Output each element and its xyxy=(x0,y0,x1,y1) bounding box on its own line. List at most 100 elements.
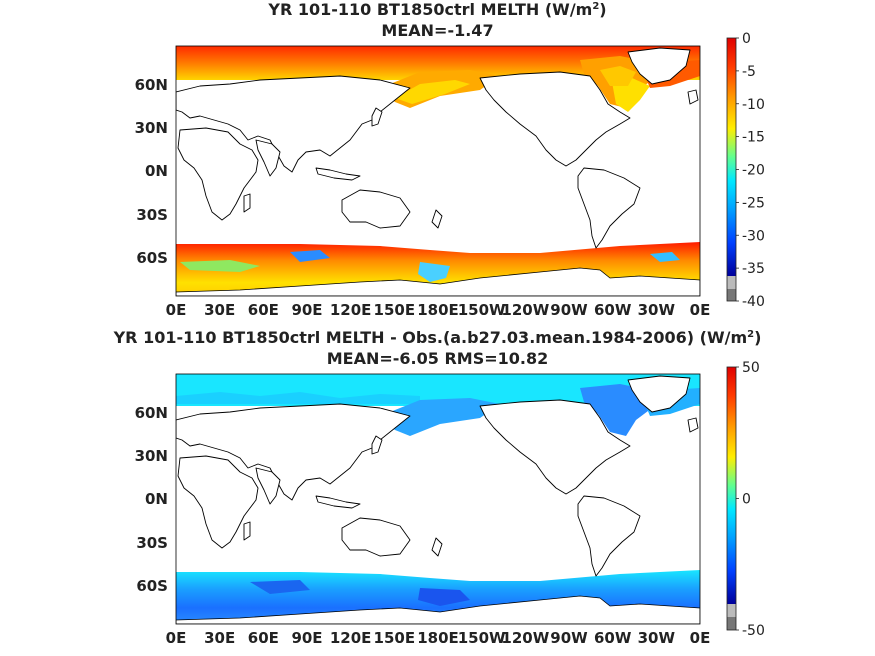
colorbar-tick-label: -5 xyxy=(742,64,756,80)
labrador-field xyxy=(612,78,650,112)
greenland xyxy=(627,47,691,85)
x-tick-label: 60W xyxy=(594,629,632,647)
y-tick-label: 30N xyxy=(135,447,168,465)
y-tick-label: 60N xyxy=(135,404,168,422)
panel2-colorbar-ticks: 50 0 -50 xyxy=(736,360,765,639)
continents xyxy=(176,375,699,577)
colorbar-tick-label: -15 xyxy=(742,130,765,146)
x-tick-label: 120E xyxy=(330,301,372,319)
panel2-title-end: ) xyxy=(754,328,762,347)
colorbar-tick-label: -20 xyxy=(742,163,765,179)
y-tick-label: 30S xyxy=(136,206,168,224)
y-tick-label: 30S xyxy=(136,534,168,552)
panel2-title: YR 101-110 BT1850ctrl MELTH - Obs.(a.b27… xyxy=(0,329,875,347)
x-tick-label: 60E xyxy=(248,629,279,647)
x-tick-label: 30W xyxy=(638,629,676,647)
southern-ocean-deep-patch2 xyxy=(250,580,310,594)
x-tick-label: 0E xyxy=(166,301,187,319)
madagascar xyxy=(243,193,251,213)
antarctica xyxy=(176,595,700,624)
uk xyxy=(687,417,699,433)
x-tick-label: 120W xyxy=(501,301,549,319)
continents xyxy=(176,47,699,249)
greenland xyxy=(627,375,691,413)
y-tick-label: 30N xyxy=(135,119,168,137)
x-tick-label: 150W xyxy=(458,301,506,319)
x-tick-label: 150W xyxy=(458,629,506,647)
antarctica xyxy=(176,267,700,296)
south-america xyxy=(577,495,641,577)
x-tick-label: 0E xyxy=(690,301,711,319)
x-tick-label: 60E xyxy=(248,301,279,319)
indonesia xyxy=(315,495,361,509)
panel1-title-text: YR 101-110 BT1850ctrl MELTH (W/m xyxy=(268,0,593,19)
panel2-frame xyxy=(175,373,701,625)
y-tick-label: 60S xyxy=(136,249,168,267)
x-tick-label: 30W xyxy=(638,301,676,319)
panel1-frame xyxy=(175,45,701,297)
north-america xyxy=(479,71,631,167)
southern-ocean-green-patch xyxy=(180,260,260,272)
x-tick-label: 180E xyxy=(417,301,459,319)
x-tick-label: 150E xyxy=(374,301,416,319)
hudson-inner xyxy=(600,66,636,86)
colorbar-tick-label: -35 xyxy=(742,261,765,277)
colorbar-tick-label: -30 xyxy=(742,228,765,244)
japan xyxy=(371,435,383,455)
southern-ocean-cool-patch xyxy=(290,250,330,262)
japan xyxy=(371,107,383,127)
eurasia xyxy=(176,75,411,173)
panel1-title: YR 101-110 BT1850ctrl MELTH (W/m2) xyxy=(0,1,875,19)
x-tick-label: 120W xyxy=(501,629,549,647)
india xyxy=(255,467,281,505)
uk xyxy=(687,89,699,105)
y-tick-label: 0N xyxy=(145,162,168,180)
arctic-deeper xyxy=(176,392,420,404)
panel2-subtitle: MEAN=-6.05 RMS=10.82 xyxy=(326,349,549,368)
panel1-subtitle: MEAN=-1.47 xyxy=(381,21,494,40)
x-tick-label: 90E xyxy=(291,629,322,647)
panel2-colorbar xyxy=(726,366,737,631)
y-tick-label: 60S xyxy=(136,577,168,595)
north-pacific-field-inner xyxy=(395,80,470,104)
panel1-map xyxy=(176,46,700,296)
new-zealand xyxy=(431,537,443,557)
southern-ocean-cool-patch2 xyxy=(418,262,450,282)
india xyxy=(255,139,281,177)
new-zealand xyxy=(431,209,443,229)
colorbar-tick-label: -10 xyxy=(742,97,765,113)
eurasia xyxy=(176,403,411,501)
colorbar-tick-label: -40 xyxy=(742,294,765,310)
x-tick-label: 30E xyxy=(204,301,235,319)
panel1-title-end: ) xyxy=(599,0,607,19)
australia xyxy=(341,189,411,229)
x-tick-label: 90E xyxy=(291,301,322,319)
colorbar-tick-label: -50 xyxy=(742,623,765,639)
x-tick-label: 0E xyxy=(166,629,187,647)
panel1-colorbar xyxy=(726,37,737,302)
x-tick-label: 0E xyxy=(690,629,711,647)
panel1-title-sup: 2 xyxy=(592,1,600,12)
australia xyxy=(341,517,411,557)
north-pacific-field xyxy=(380,398,500,436)
x-tick-label: 60W xyxy=(594,301,632,319)
panel2-title-text: YR 101-110 BT1850ctrl MELTH - Obs.(a.b27… xyxy=(113,328,748,347)
x-tick-label: 90W xyxy=(550,629,588,647)
x-tick-label: 30E xyxy=(204,629,235,647)
x-tick-label: 120E xyxy=(330,629,372,647)
madagascar xyxy=(243,521,251,541)
colorbar-tick-label: 0 xyxy=(742,31,751,47)
panel2-map xyxy=(176,374,700,624)
africa xyxy=(177,127,259,221)
panel2-title-sup: 2 xyxy=(747,329,755,340)
north-america xyxy=(479,399,631,495)
x-tick-label: 90W xyxy=(550,301,588,319)
indonesia xyxy=(315,167,361,181)
colorbar-tick-label: 0 xyxy=(742,492,751,508)
southern-ocean-cool-patch3 xyxy=(650,252,680,262)
y-tick-label: 60N xyxy=(135,76,168,94)
africa xyxy=(177,455,259,549)
panel1-colorbar-ticks: 0 -5 -10 -15 -20 -25 -30 -35 -40 xyxy=(736,31,765,310)
